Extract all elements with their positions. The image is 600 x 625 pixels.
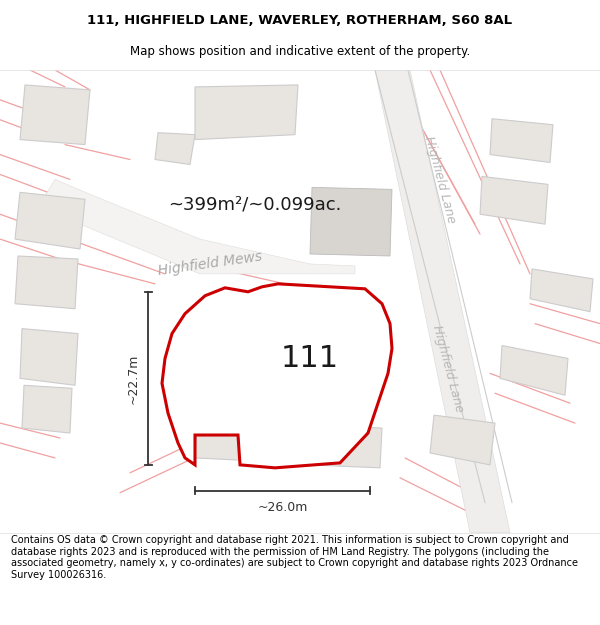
Text: 111: 111 [281,344,339,373]
Polygon shape [500,346,568,395]
Text: ~26.0m: ~26.0m [257,501,308,514]
Polygon shape [375,70,510,532]
Text: Map shows position and indicative extent of the property.: Map shows position and indicative extent… [130,45,470,58]
Polygon shape [310,188,392,256]
Polygon shape [40,179,355,274]
Text: 111, HIGHFIELD LANE, WAVERLEY, ROTHERHAM, S60 8AL: 111, HIGHFIELD LANE, WAVERLEY, ROTHERHAM… [88,14,512,28]
Polygon shape [490,119,553,162]
Polygon shape [155,132,195,164]
Polygon shape [20,85,90,144]
Text: Highfield Lane: Highfield Lane [430,323,466,414]
Polygon shape [22,385,72,433]
Polygon shape [480,176,548,224]
Text: Contains OS data © Crown copyright and database right 2021. This information is : Contains OS data © Crown copyright and d… [11,535,578,580]
Polygon shape [430,415,495,465]
Text: Highfield Mews: Highfield Mews [157,250,263,278]
Polygon shape [310,425,382,468]
Polygon shape [195,85,298,139]
Polygon shape [530,269,593,312]
Polygon shape [162,284,392,468]
Text: ~22.7m: ~22.7m [127,353,140,404]
Polygon shape [20,329,78,385]
Polygon shape [15,256,78,309]
Text: Highfield Lane: Highfield Lane [422,134,458,224]
Polygon shape [15,192,85,249]
Text: ~399m²/~0.099ac.: ~399m²/~0.099ac. [169,195,341,213]
Polygon shape [195,411,298,463]
